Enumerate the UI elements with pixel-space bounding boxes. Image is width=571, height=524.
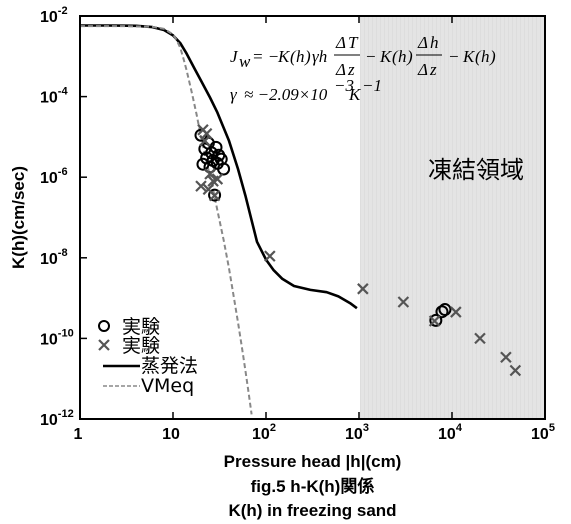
data-point-circle bbox=[438, 303, 452, 317]
data-point-x bbox=[500, 351, 512, 364]
svg-text:K: K bbox=[348, 85, 362, 104]
legend-label: 蒸発法 bbox=[141, 355, 198, 377]
data-point-circle bbox=[217, 162, 231, 176]
svg-text:(: ( bbox=[475, 47, 482, 66]
frozen-region bbox=[360, 17, 544, 418]
frozen-region-label: 凍結領域 bbox=[428, 156, 524, 184]
data-point-x bbox=[204, 168, 216, 180]
svg-text:Δ: Δ bbox=[335, 60, 346, 79]
svg-text:(: ( bbox=[290, 47, 297, 66]
data-point-x bbox=[264, 250, 276, 262]
x-tick-label: 10 bbox=[162, 426, 180, 443]
data-point-circle bbox=[209, 140, 223, 154]
svg-text:−: − bbox=[365, 47, 376, 66]
svg-text:Δ: Δ bbox=[417, 33, 428, 52]
data-point-x bbox=[450, 306, 462, 318]
legend-item-evaporation: 蒸発法 bbox=[103, 355, 198, 377]
svg-text:K: K bbox=[277, 47, 291, 66]
svg-text:h: h bbox=[398, 47, 407, 66]
data-point-x bbox=[509, 364, 522, 377]
svg-text:K: K bbox=[379, 47, 393, 66]
legend-label: 実験 bbox=[122, 316, 160, 338]
data-point-circle bbox=[203, 160, 217, 174]
svg-text:h: h bbox=[296, 47, 305, 66]
svg-text:J: J bbox=[230, 47, 239, 66]
svg-text:z: z bbox=[347, 60, 355, 79]
equation-line-1: J w = − K ( h ) γh Δ T Δ z − K ( h ) Δ h… bbox=[230, 33, 496, 79]
svg-text:): ) bbox=[406, 47, 413, 66]
legend-marker-x bbox=[98, 339, 110, 351]
svg-text:w: w bbox=[239, 52, 251, 71]
y-axis-title: K(h)(cm/sec) bbox=[9, 166, 28, 269]
svg-text:T: T bbox=[348, 33, 359, 52]
data-point-x bbox=[474, 332, 486, 345]
legend-item-experiment-x: 実験 bbox=[98, 335, 160, 357]
svg-text:K: K bbox=[462, 47, 476, 66]
plot-frame bbox=[79, 15, 546, 420]
data-point-x bbox=[195, 180, 207, 192]
legend-label: 実験 bbox=[122, 335, 160, 357]
svg-text:): ) bbox=[304, 47, 311, 66]
data-point-x bbox=[200, 127, 213, 140]
equation-line-2: γ ≈ −2.09×10 −3 K −1 bbox=[230, 76, 382, 104]
equation: J w = − K ( h ) γh Δ T Δ z − K ( h ) Δ h… bbox=[230, 33, 496, 104]
legend-label: VMeq bbox=[141, 375, 194, 397]
legend-item-vmeq: VMeq bbox=[103, 375, 194, 397]
svg-text:γ: γ bbox=[230, 85, 238, 104]
data-point-x bbox=[211, 173, 224, 185]
svg-text:z: z bbox=[429, 60, 437, 79]
svg-text:= −: = − bbox=[252, 47, 279, 66]
legend-marker-circle bbox=[98, 320, 110, 332]
svg-text:): ) bbox=[489, 47, 496, 66]
data-point-circle bbox=[208, 188, 222, 202]
data-point-x bbox=[428, 315, 441, 327]
data-point-x bbox=[397, 296, 410, 308]
svg-text:(: ( bbox=[392, 47, 399, 66]
svg-text:h: h bbox=[481, 47, 490, 66]
data-point-x bbox=[208, 189, 221, 202]
svg-text:−1: −1 bbox=[362, 76, 382, 95]
legend: 実験 実験 蒸発法 VMeq bbox=[98, 316, 198, 397]
data-point-x bbox=[357, 283, 369, 295]
data-point-circle bbox=[429, 313, 443, 327]
caption-line-1: fig.5 h-K(h)関係 bbox=[251, 476, 375, 496]
svg-text:−3: −3 bbox=[334, 76, 354, 95]
evaporation-curve bbox=[80, 24, 358, 310]
legend-item-experiment-circle: 実験 bbox=[98, 316, 160, 338]
svg-text:h: h bbox=[430, 33, 439, 52]
x-axis-title: Pressure head |h|(cm) bbox=[224, 452, 402, 471]
svg-text:Δ: Δ bbox=[417, 60, 428, 79]
x-tick-label: 1 bbox=[74, 426, 83, 443]
data-point-circle bbox=[435, 305, 449, 319]
svg-text:γh: γh bbox=[312, 47, 327, 66]
svg-text:−: − bbox=[448, 47, 459, 66]
caption-line-2: K(h) in freezing sand bbox=[228, 501, 396, 520]
svg-text:≈ −2.09×10: ≈ −2.09×10 bbox=[244, 85, 328, 104]
svg-text:Δ: Δ bbox=[335, 33, 346, 52]
